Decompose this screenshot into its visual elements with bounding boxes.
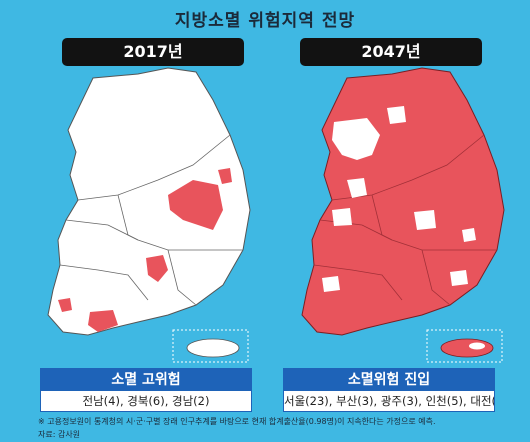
year-label-2017: 2017년: [62, 38, 244, 66]
source-credit: 자료: 감사원: [38, 430, 81, 439]
page-title: 지방소멸 위험지역 전망: [174, 11, 356, 31]
year-label-2047: 2047년: [300, 38, 482, 66]
safe-area-cheongju: [347, 178, 367, 198]
safe-area-gwangju: [322, 276, 340, 292]
map-2047: [301, 67, 505, 363]
caption-2047-title: 소멸위험 진입: [284, 369, 494, 391]
mainland-2017: [47, 67, 251, 336]
caption-2047-body: 서울(23), 부산(3), 광주(3), 인천(5), 대전(2): [284, 394, 494, 408]
safe-area-seoul-metro: [332, 118, 380, 160]
risk-area-north: [218, 168, 232, 184]
caption-2017: 소멸 고위험 전남(4), 경북(6), 경남(2): [40, 368, 252, 412]
safe-area-daejeon: [332, 208, 352, 226]
risk-area-jeonnam-2: [58, 298, 72, 312]
risk-area-jeonnam-1: [88, 310, 118, 332]
jeju-island-2047: [440, 338, 494, 358]
map-2017: [47, 67, 251, 363]
safe-area-daegu: [414, 210, 436, 230]
safe-area-ulsan: [462, 228, 476, 242]
risk-area-gyeongnam: [146, 255, 168, 282]
caption-2047: 소멸위험 진입 서울(23), 부산(3), 광주(3), 인천(5), 대전(…: [283, 368, 495, 412]
risk-area-gyeongbuk: [168, 180, 223, 230]
caption-2017-body: 전남(4), 경북(6), 경남(2): [82, 394, 210, 408]
safe-area-chuncheon: [387, 106, 406, 124]
caption-2017-title: 소멸 고위험: [41, 369, 251, 391]
safe-area-busan: [450, 270, 468, 286]
jeju-island-2017: [186, 338, 240, 358]
footnote: ※ 고용정보원이 통계청의 시·군·구별 장래 인구추계를 바탕으로 현재 합계…: [38, 417, 436, 426]
